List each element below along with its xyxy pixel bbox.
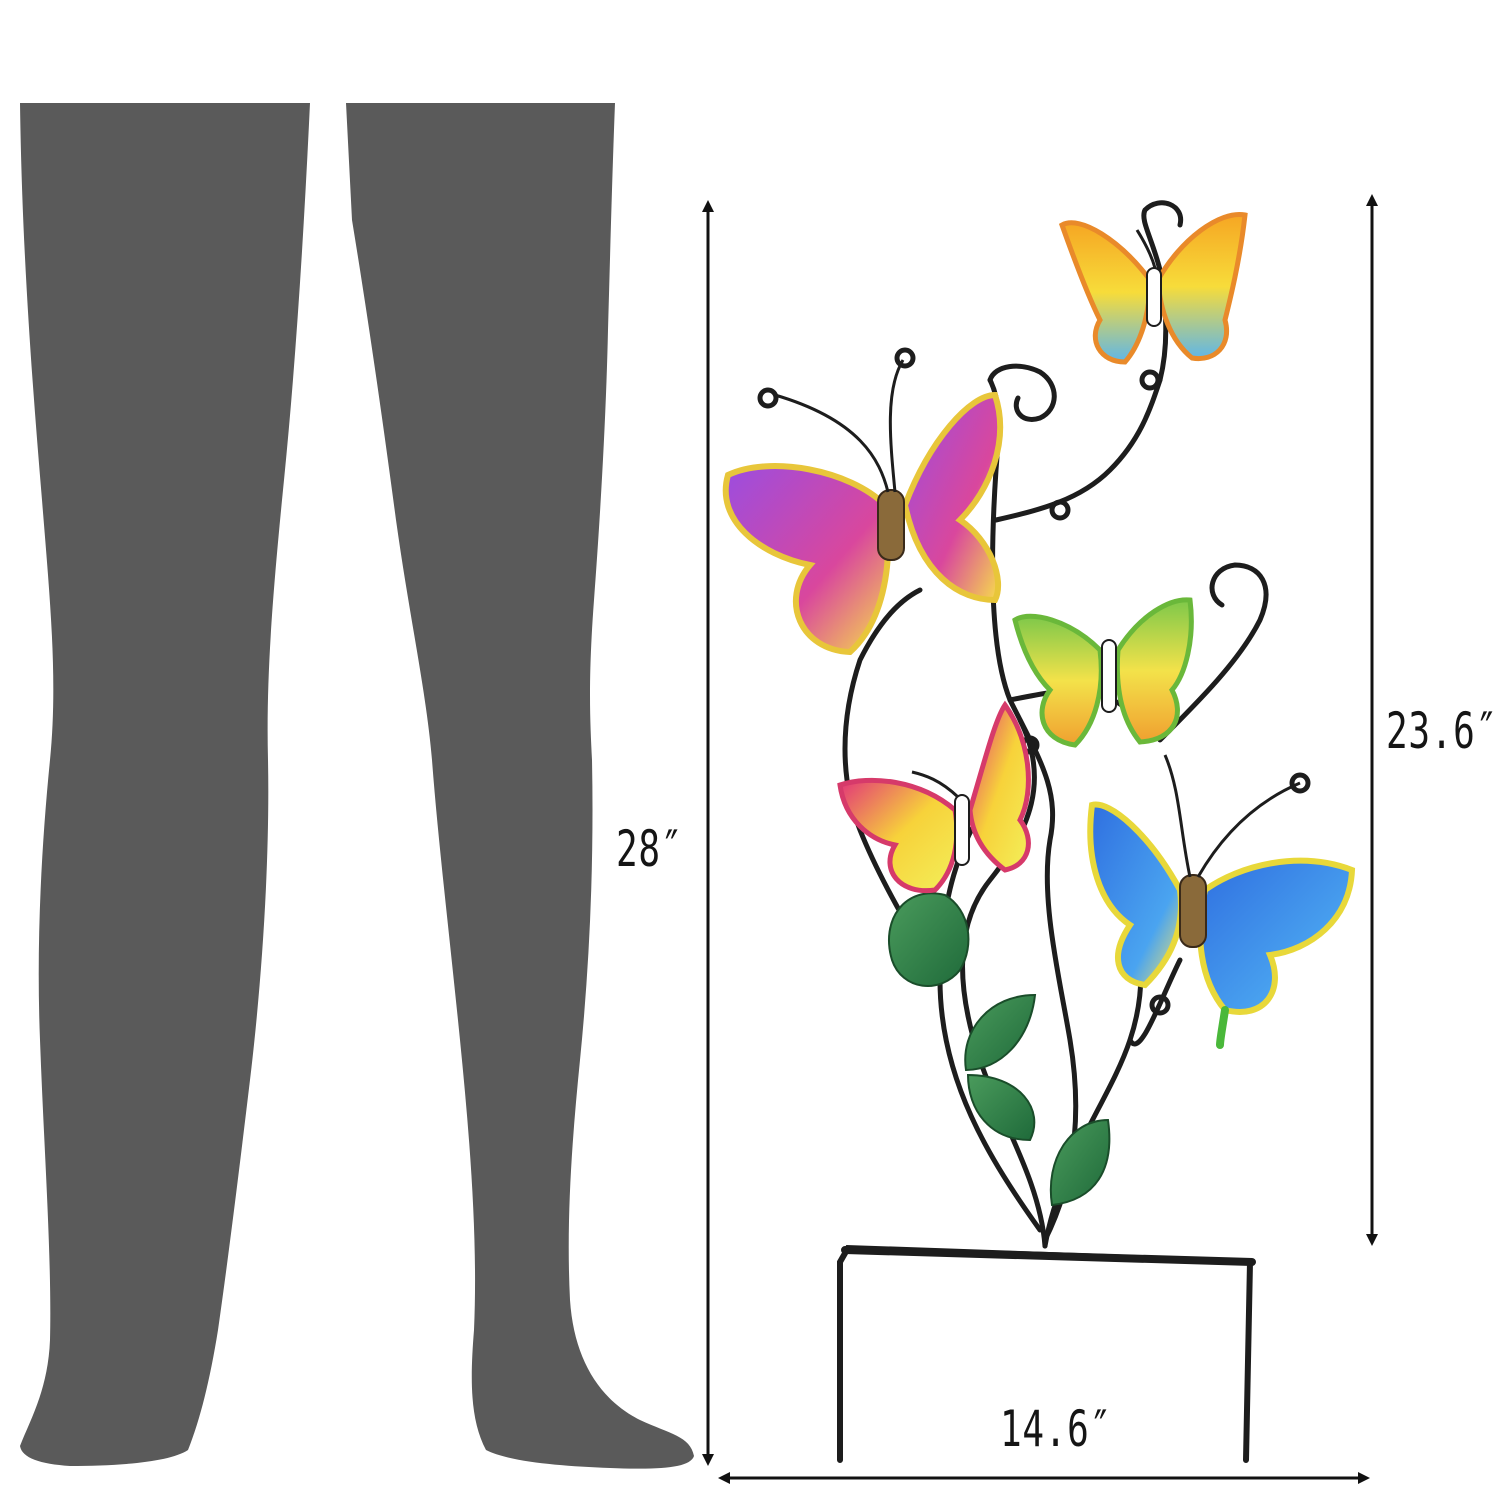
- metal-leaves: [887, 892, 1111, 1207]
- leaf: [887, 892, 970, 987]
- metal-scroll-stems: [757, 200, 1311, 1249]
- human-legs-silhouette: [20, 103, 694, 1469]
- leaf: [1049, 1118, 1111, 1207]
- yellow-butterfly-top: [1058, 211, 1248, 365]
- width-label: 14.6″: [1000, 1400, 1112, 1458]
- stake-base: [837, 1244, 1256, 1463]
- pink-butterfly: [837, 700, 1031, 894]
- leaf: [964, 993, 1037, 1072]
- green-butterfly: [1012, 597, 1194, 748]
- art-height-label: 23.6″: [1386, 702, 1498, 760]
- purple-butterfly: [722, 359, 1004, 656]
- blue-butterfly: [1087, 754, 1356, 1049]
- total-height-label: 28″: [616, 820, 684, 878]
- leaf: [966, 1073, 1036, 1142]
